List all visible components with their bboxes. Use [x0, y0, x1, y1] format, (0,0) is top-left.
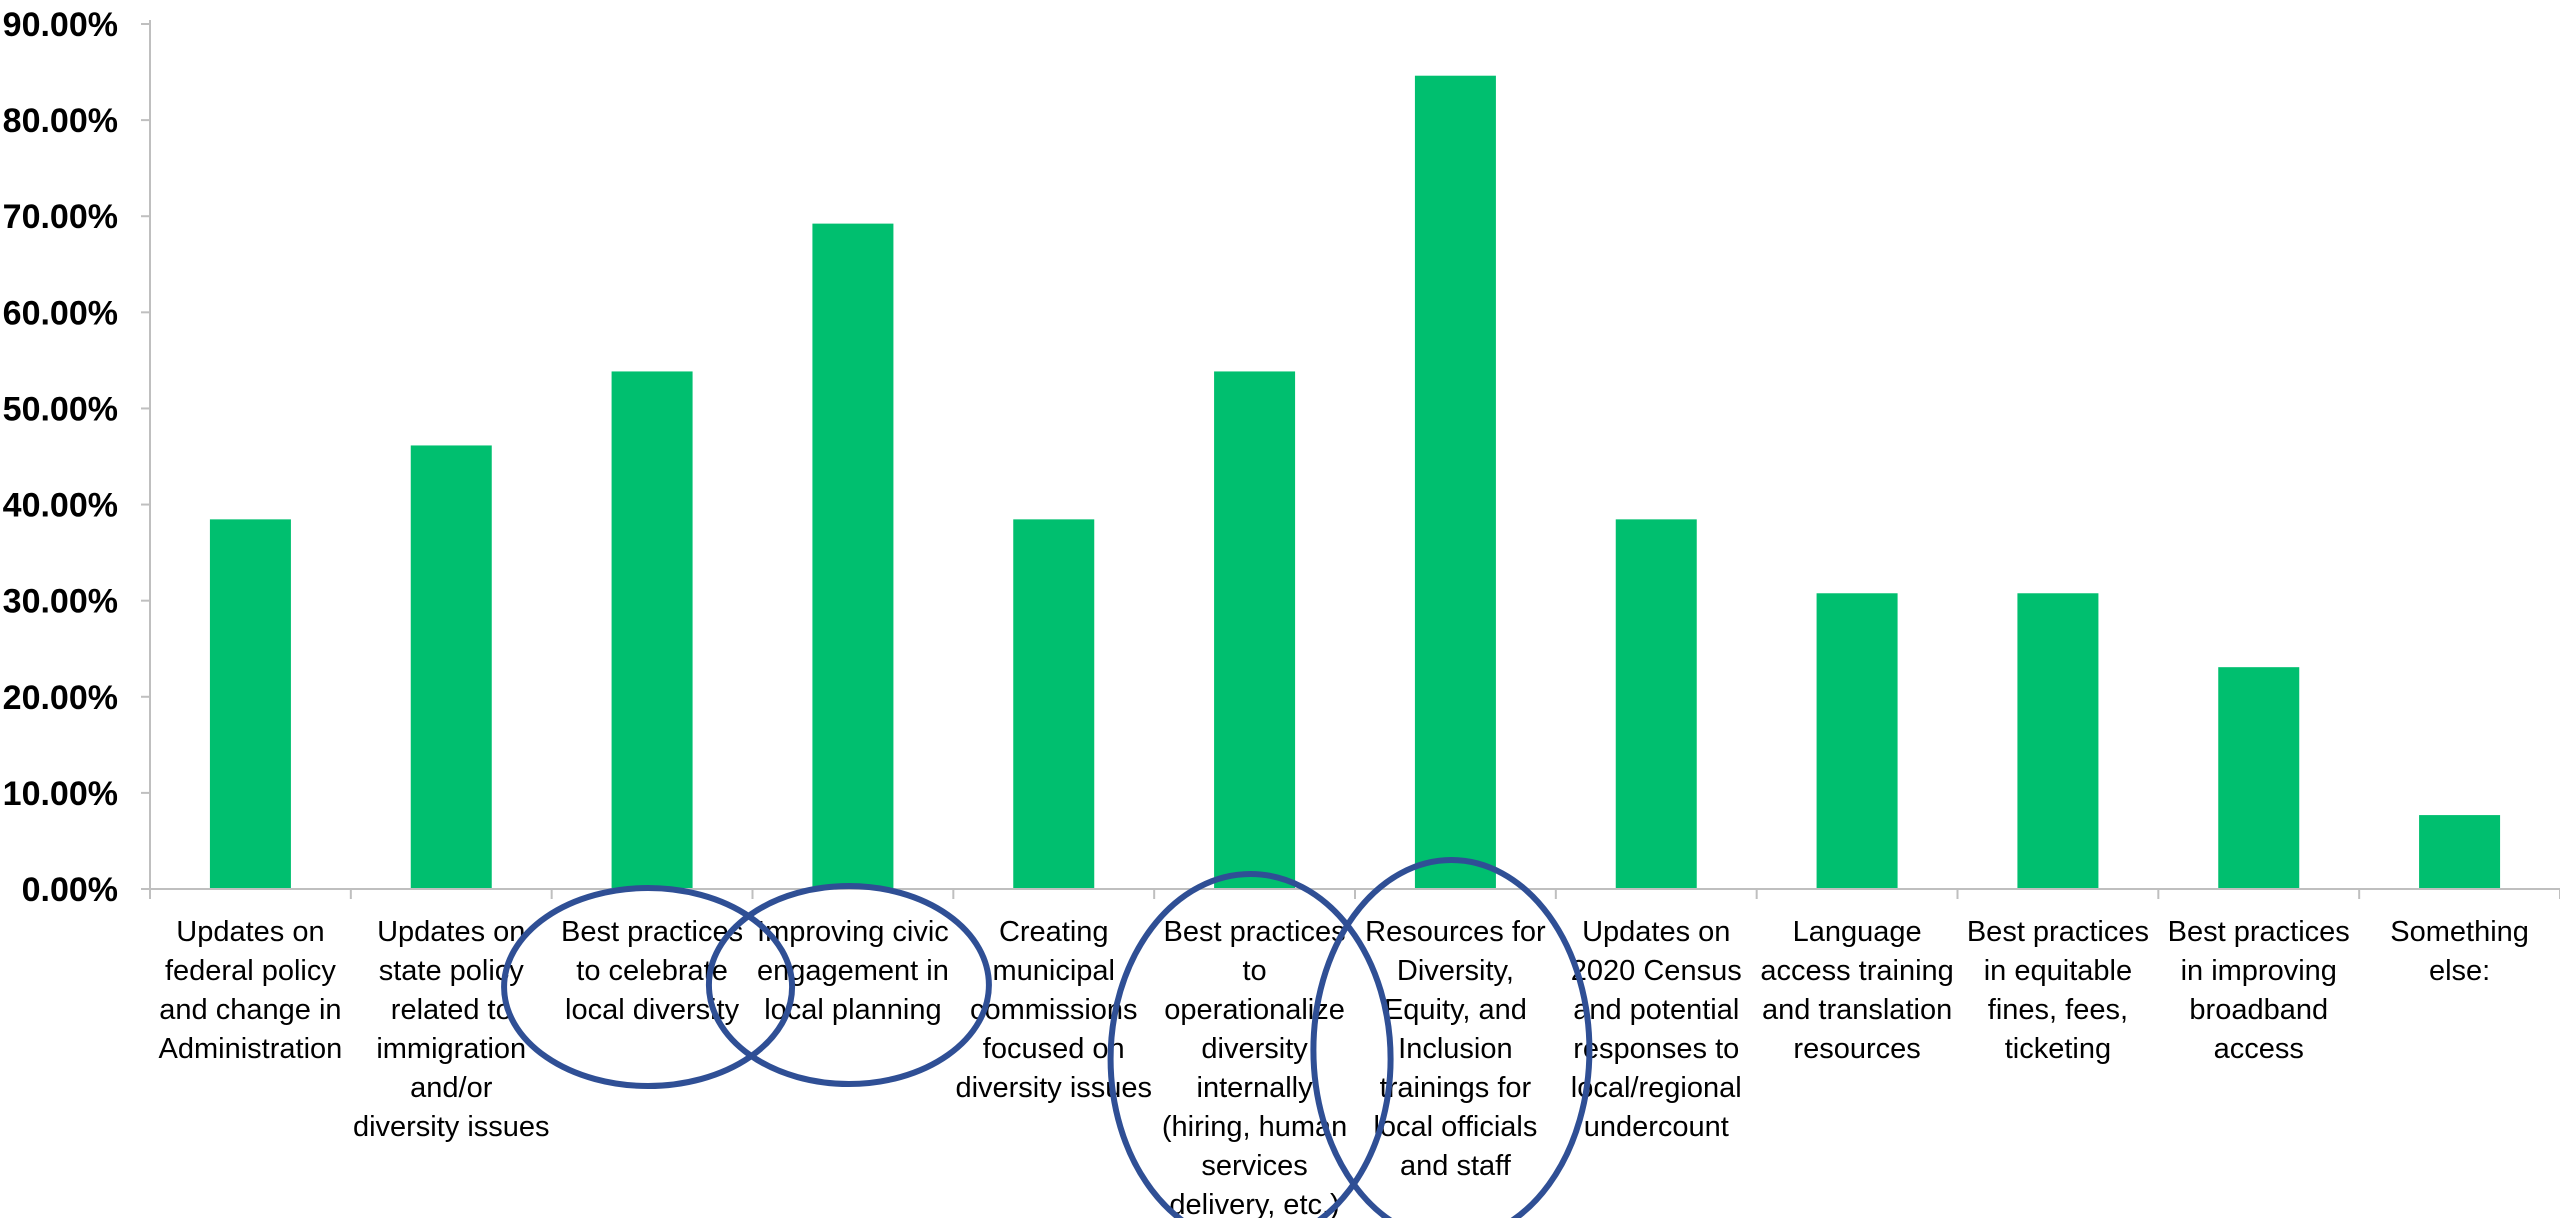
x-tick-label-line: trainings for: [1380, 1072, 1532, 1104]
bar: [2218, 667, 2300, 889]
x-tick-label-line: Resources for: [1365, 916, 1546, 948]
x-tick-label-line: in equitable: [1984, 955, 2132, 987]
x-tick-label-line: Creating: [999, 916, 1109, 948]
bar: [410, 445, 492, 889]
x-tick-label-line: Best practices: [1164, 916, 1346, 948]
x-tick-label-line: resources: [1793, 1033, 1920, 1065]
x-tick-label: Best practices to celebrate local diversit…: [561, 916, 743, 1026]
x-tick-label-line: and translation: [1762, 994, 1952, 1026]
x-tick-label: Updates on federal policy and change in Adm…: [159, 916, 343, 1065]
x-tick-label-line: access training: [1760, 955, 1953, 987]
y-axis-tick-labels: 0.00% 10.00% 20.00% 30.00% 40.00% 50.00% 60.00…: [3, 6, 118, 909]
bar: [1414, 75, 1496, 890]
y-tick-label: 30.00%: [3, 583, 118, 621]
x-tick-label-line: federal policy: [165, 955, 336, 987]
highlight-ellipse: [1310, 857, 1593, 1218]
x-tick-label-line: Inclusion: [1398, 1033, 1512, 1065]
x-tick-label-line: diversity issues: [955, 1072, 1152, 1104]
x-tick-label-line: ticketing: [2005, 1033, 2111, 1065]
x-tick-label-line: Something: [2390, 916, 2529, 948]
axes: [141, 20, 2560, 899]
highlight-ellipse: [705, 883, 992, 1087]
x-tick-label-line: Improving civic: [757, 916, 949, 948]
x-tick-label-line: diversity: [1201, 1033, 1308, 1065]
y-tick-label: 0.00%: [22, 871, 118, 909]
x-tick-label-line: local officials: [1373, 1111, 1537, 1143]
x-tick-label-line: access: [2214, 1033, 2304, 1065]
x-tick-label: Best practices in equitable fines, fees, ti…: [1967, 916, 2149, 1065]
highlight-circles: [501, 857, 1593, 1218]
x-tick-label-line: responses to: [1573, 1033, 1739, 1065]
x-tick-label-line: Best practices: [561, 916, 743, 948]
x-tick-label-line: and staff: [1400, 1150, 1512, 1182]
x-tick-label-line: Equity, and: [1384, 994, 1527, 1026]
x-tick-label-line: else:: [2429, 955, 2490, 987]
x-tick-label: Best practices to operationalize diversity i…: [1162, 916, 1347, 1218]
x-tick-label: Updates on 2020 Census and potential respon…: [1571, 916, 1742, 1143]
x-tick-label-line: 2020 Census: [1571, 955, 1742, 987]
y-tick-label: 40.00%: [3, 487, 118, 525]
x-tick-label-line: delivery, etc.): [1169, 1189, 1339, 1218]
x-tick-label-line: broadband: [2189, 994, 2328, 1026]
x-tick-label-line: to celebrate: [576, 955, 728, 987]
x-tick-label-line: fines, fees,: [1988, 994, 2128, 1026]
x-tick-label: Creating municipal commissions focused on di…: [955, 916, 1152, 1104]
x-tick-label-line: diversity issues: [353, 1111, 550, 1143]
x-tick-label: Improving civic engagement in local planni…: [757, 916, 949, 1026]
highlight-ellipse: [1107, 871, 1394, 1218]
x-tick-label-line: Updates on: [176, 916, 324, 948]
bar: [209, 519, 291, 889]
y-tick-label: 10.00%: [3, 775, 118, 813]
x-tick-label-line: to: [1242, 955, 1266, 987]
x-tick-label-line: internally: [1197, 1072, 1314, 1104]
x-tick-label-line: services: [1201, 1150, 1307, 1182]
x-tick-label-line: related to: [391, 994, 512, 1026]
y-tick-label: 80.00%: [3, 102, 118, 140]
bar: [812, 223, 894, 889]
x-tick-label-line: Best practices: [2168, 916, 2350, 948]
x-tick-label-line: state policy: [379, 955, 525, 987]
x-tick-label-line: Language: [1793, 916, 1922, 948]
x-tick-label-line: Updates on: [377, 916, 525, 948]
x-tick-label-line: and potential: [1573, 994, 1739, 1026]
x-tick-label-line: commissions: [970, 994, 1138, 1026]
bar: [2419, 815, 2501, 889]
bar: [1214, 371, 1296, 890]
y-tick-label: 70.00%: [3, 198, 118, 236]
bars: [209, 75, 2501, 890]
x-tick-label-line: local/regional: [1571, 1072, 1742, 1104]
x-tick-label-line: Administration: [159, 1033, 343, 1065]
x-tick-label-line: in improving: [2181, 955, 2337, 987]
y-tick-label: 90.00%: [3, 6, 118, 44]
x-tick-label-line: immigration: [376, 1033, 526, 1065]
x-tick-label-line: municipal: [993, 955, 1116, 987]
y-tick-label: 20.00%: [3, 679, 118, 717]
x-tick-label-line: (hiring, human: [1162, 1111, 1347, 1143]
y-tick-label: 50.00%: [3, 390, 118, 428]
y-tick-label: 60.00%: [3, 294, 118, 332]
x-axis-category-labels: Updates on federal policy and change in Adm…: [159, 916, 2529, 1218]
x-tick-label: Language access training and translation re…: [1760, 916, 1953, 1065]
x-tick-label: Best practices in improving broadband acces…: [2168, 916, 2350, 1065]
bar: [611, 371, 693, 890]
bar: [2017, 593, 2099, 889]
x-tick-label-line: Diversity,: [1397, 955, 1514, 987]
x-tick-label-line: Updates on: [1582, 916, 1730, 948]
x-tick-label-line: and change in: [159, 994, 341, 1026]
x-tick-label: Something else:: [2390, 916, 2529, 987]
x-tick-label-line: and/or: [410, 1072, 493, 1104]
x-tick-label: Resources for Diversity, Equity, and Inclus…: [1365, 916, 1546, 1182]
bar: [1013, 519, 1095, 889]
x-tick-label-line: focused on: [983, 1033, 1125, 1065]
x-tick-label: Updates on state policy related to immigrat…: [353, 916, 550, 1143]
bar: [1615, 519, 1697, 889]
x-tick-label-line: Best practices: [1967, 916, 2149, 948]
highlight-ellipse: [501, 885, 796, 1089]
bar: [1816, 593, 1898, 889]
x-tick-label-line: undercount: [1584, 1111, 1729, 1143]
